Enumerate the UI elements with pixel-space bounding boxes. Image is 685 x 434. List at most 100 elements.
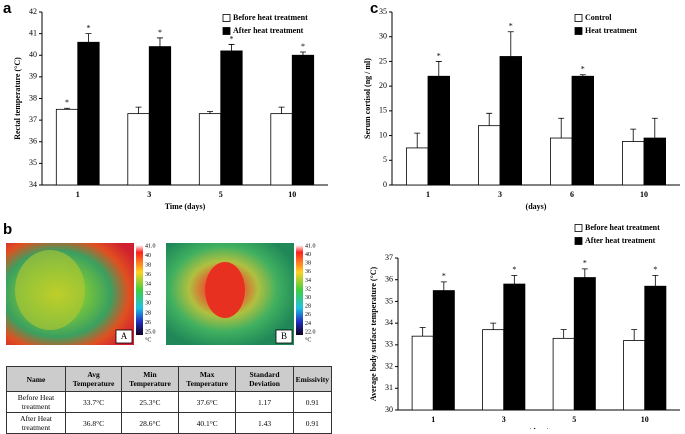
legend-swatch [222, 27, 231, 35]
scale-label: 34 [145, 282, 151, 288]
x-tick-label: 5 [572, 415, 576, 424]
scale-label: 28 [305, 304, 311, 310]
x-tick-label: 10 [641, 415, 649, 424]
error-bar [630, 128, 637, 142]
x-tick-label: 10 [640, 190, 648, 199]
bar [127, 113, 150, 186]
scale-label: 40 [305, 252, 311, 258]
table-cell: 0.91 [292, 391, 333, 413]
image-label: A [121, 331, 128, 341]
y-axis-label: Serum cortisol (ng / ml) [363, 58, 372, 139]
y-tick-label: 39 [29, 72, 37, 81]
bar [220, 50, 243, 186]
y-tick-label: 32 [385, 361, 393, 370]
bar [55, 108, 79, 186]
y-tick-label: 37 [385, 253, 393, 262]
bar [270, 113, 293, 186]
stats-table: Name Avg Temperature Min Temperature Max Te… [6, 366, 333, 434]
image-label-box [115, 329, 133, 344]
error-bar [278, 106, 285, 114]
scale-label: 32 [145, 291, 151, 297]
bar [405, 147, 429, 186]
color-scale [296, 245, 303, 335]
x-tick-label: 10 [288, 190, 296, 199]
scale-label: 24 [305, 321, 311, 327]
table-cell: 40.1°C [177, 412, 237, 434]
significance-marker: * [653, 265, 657, 274]
y-tick-label: 34 [385, 318, 393, 327]
error-bar [156, 37, 163, 47]
y-tick-label: 35 [379, 7, 387, 16]
table-cell: 0.91 [292, 412, 333, 434]
bar [550, 137, 573, 186]
error-bar [85, 33, 92, 43]
table-header: Name Avg Temperature Min Temperature Max Te… [6, 366, 333, 392]
x-tick-label: 3 [498, 190, 502, 199]
y-tick-label: 35 [29, 158, 37, 167]
bar [503, 283, 526, 411]
error-bar [435, 61, 442, 77]
bar [148, 46, 172, 186]
table-cell: 36.8°C [64, 412, 123, 434]
bar [623, 340, 646, 411]
scale-label: 30 [305, 295, 311, 301]
legend-label: After heat treatment [585, 236, 656, 245]
error-bar [440, 281, 447, 291]
y-tick-label: 40 [29, 50, 37, 59]
bar [644, 285, 667, 411]
x-tick-label: 6 [570, 190, 574, 199]
panel-label: a [3, 0, 12, 17]
scale-unit: °C [145, 336, 151, 343]
legend-swatch [574, 14, 583, 22]
scale-label: 22.0 [305, 329, 316, 335]
legend-swatch [574, 27, 583, 35]
bar [482, 329, 505, 411]
scale-label: 38 [305, 261, 311, 267]
bar [291, 54, 315, 186]
y-axis-label: Average body surface temperature (°C) [369, 266, 378, 401]
bar [198, 113, 222, 186]
legend-swatch [574, 237, 583, 245]
y-tick-label: 5 [383, 155, 387, 164]
bar [432, 290, 455, 411]
table-cell: 28.6°C [121, 412, 179, 434]
scale-label: 34 [305, 278, 311, 284]
image-label-box [275, 329, 293, 344]
scale-label: 30 [145, 301, 151, 307]
error-bar [581, 268, 588, 278]
error-bar [414, 132, 421, 148]
table-cell: 25.3°C [121, 391, 179, 413]
table-cell: Max Temperature [177, 366, 237, 392]
table-row: Before Heat treatment 33.7°C 25.3°C 37.6°C 1… [6, 391, 333, 413]
significance-marker: * [512, 265, 516, 274]
error-bar [558, 117, 565, 139]
table-cell: Avg Temperature [64, 366, 123, 392]
scale-label: 38 [145, 262, 151, 268]
scale-label: 28 [145, 310, 151, 316]
significance-marker: * [583, 259, 587, 268]
significance-marker: * [301, 42, 305, 51]
error-bar [652, 274, 659, 287]
legend-label: After heat treatment [233, 26, 304, 35]
significance-marker: * [158, 28, 162, 37]
bar [499, 56, 523, 186]
significance-marker: * [437, 51, 441, 60]
bar [411, 335, 434, 411]
error-bar [560, 329, 567, 339]
significance-marker: * [442, 272, 446, 281]
table-cell: 1.43 [235, 412, 294, 434]
error-bar [299, 51, 306, 56]
scale-label: 36 [305, 269, 311, 275]
bar [643, 137, 667, 186]
bar [573, 277, 596, 411]
error-bar [228, 44, 235, 51]
legend-label: Heat treatment [585, 26, 637, 35]
y-tick-label: 0 [383, 180, 387, 189]
x-axis-label: Time (days) [165, 202, 206, 211]
y-tick-label: 20 [379, 81, 387, 90]
x-tick-label: 1 [431, 415, 435, 424]
y-tick-label: 33 [385, 340, 393, 349]
significance-marker: * [581, 65, 585, 74]
error-bar [579, 74, 586, 77]
